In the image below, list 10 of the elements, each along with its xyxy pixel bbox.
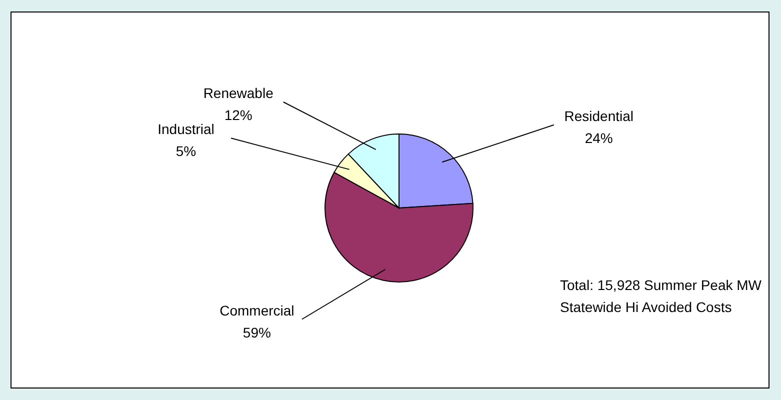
text: Total: 15,928 Summer Peak MW: [560, 277, 762, 293]
slice-label: Industrial: [158, 121, 214, 138]
data-label: 5%: [176, 143, 196, 160]
slice-label: Renewable: [203, 85, 274, 102]
text: Statewide Hi Avoided Costs: [560, 299, 732, 315]
data-label: 59%: [242, 324, 271, 340]
data-label: 12%: [224, 107, 252, 124]
slice-label: Commercial: [220, 302, 294, 318]
data-label: 24%: [584, 130, 613, 146]
slice-label: Residential: [564, 108, 634, 124]
